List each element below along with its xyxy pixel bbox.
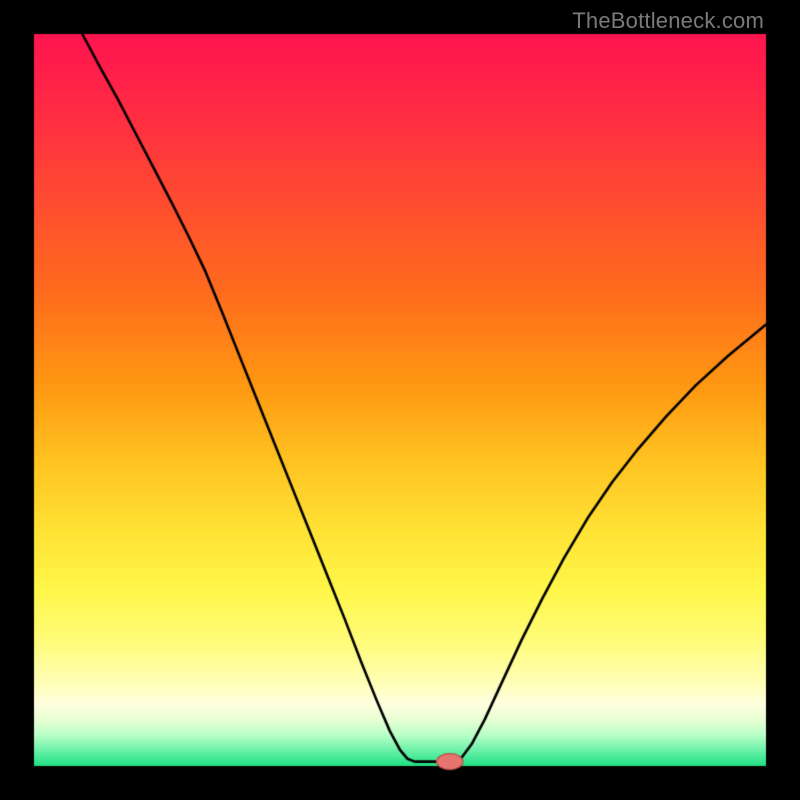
- watermark-text: TheBottleneck.com: [572, 8, 764, 34]
- chart-container: TheBottleneck.com: [0, 0, 800, 800]
- bottleneck-curve-chart: [0, 0, 800, 800]
